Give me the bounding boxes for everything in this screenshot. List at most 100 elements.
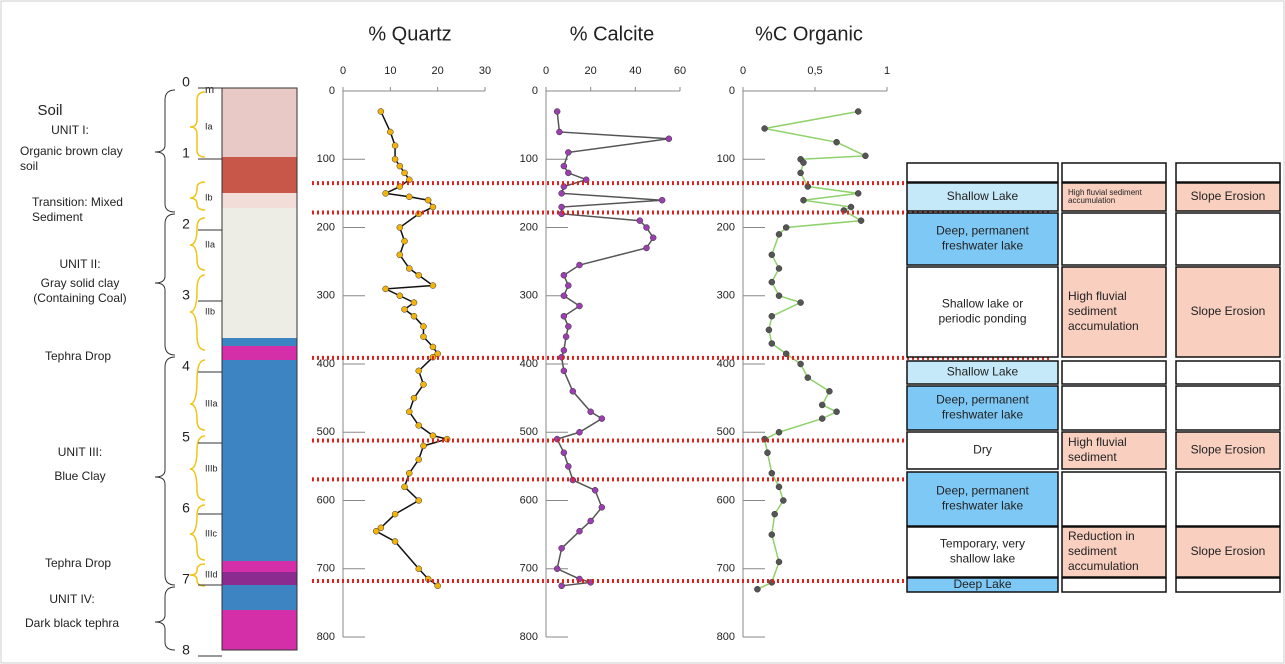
table-cell	[1061, 162, 1167, 183]
table-cell	[1175, 526, 1281, 578]
x-tick-label: 20	[432, 65, 444, 77]
sub-unit-braces	[189, 91, 206, 587]
sample-point	[562, 333, 570, 340]
table-text: periodic ponding	[938, 312, 1026, 326]
table-text: accumulation	[1068, 319, 1139, 333]
sample-point	[862, 152, 869, 160]
unit-description: Soil	[37, 102, 62, 119]
layer	[222, 572, 297, 585]
table-text: freshwater lake	[942, 408, 1024, 422]
sample-point	[429, 432, 437, 439]
y-tick-label: 700	[317, 563, 335, 575]
unit-description: Sediment	[32, 210, 83, 224]
sample-point	[565, 323, 572, 330]
sub-unit-label: Ia	[205, 121, 213, 131]
sample-point	[797, 360, 804, 368]
unit-description: UNIT I:	[51, 123, 89, 137]
sample-point	[415, 497, 422, 504]
sample-point	[424, 196, 432, 204]
sample-point	[818, 415, 826, 422]
sample-point	[598, 504, 606, 511]
y-tick-label: 0	[329, 85, 335, 97]
table-text: Temporary, very	[940, 537, 1025, 551]
sample-point	[800, 159, 807, 166]
layer	[222, 338, 297, 346]
unit-description: soil	[20, 159, 38, 173]
table-text: sediment	[1068, 544, 1117, 558]
layer	[222, 193, 297, 208]
table-cell	[1175, 577, 1281, 593]
sample-point	[558, 203, 565, 211]
sample-point	[377, 108, 385, 115]
y-tick-label: 200	[717, 221, 735, 233]
sample-point	[410, 394, 418, 402]
table-cell	[1175, 182, 1281, 212]
sample-point	[775, 292, 783, 299]
x-tick-label: 10	[384, 65, 396, 77]
y-tick-label: 100	[520, 153, 538, 165]
sample-point	[429, 203, 437, 211]
table-cell	[1175, 385, 1281, 431]
table-cell	[1175, 212, 1281, 266]
x-tick-label: 30	[479, 65, 491, 77]
depth-label: 0	[182, 74, 190, 90]
table-cell	[906, 577, 1059, 593]
table-text: freshwater lake	[942, 499, 1024, 513]
y-tick-label: 100	[317, 153, 335, 165]
sample-point	[401, 483, 408, 491]
layer	[222, 208, 297, 338]
y-tick-label: 600	[520, 494, 538, 506]
sample-point	[847, 203, 855, 211]
sample-point	[768, 469, 776, 477]
table-text: High fluvial sediment	[1068, 188, 1143, 197]
sample-point	[396, 224, 404, 231]
sample-point	[391, 142, 399, 149]
table-cell	[1061, 431, 1167, 470]
sample-point	[560, 449, 568, 456]
table-text: High fluvial	[1068, 289, 1127, 303]
table-text: Deep, permanent	[936, 484, 1029, 498]
sample-point	[415, 456, 422, 463]
y-tick-label: 400	[717, 358, 735, 370]
chart-title: %C Organic	[755, 23, 863, 45]
core-column	[154, 87, 298, 651]
brace	[154, 586, 176, 651]
sample-point	[800, 196, 807, 204]
sample-point	[415, 565, 422, 572]
table-text: accumulation	[1068, 196, 1115, 205]
sample-point	[576, 302, 583, 310]
sample-point	[775, 231, 783, 238]
depth-label: 5	[182, 429, 190, 445]
x-tick-label: 0	[543, 65, 549, 77]
sample-point	[415, 367, 422, 375]
sample-point	[775, 265, 783, 272]
chart-title: % Calcite	[570, 23, 654, 45]
sample-point	[429, 282, 437, 289]
brace	[154, 213, 176, 356]
layer	[222, 88, 297, 157]
sample-point	[775, 429, 783, 436]
layer	[222, 610, 297, 650]
unit-description: Tephra Drop	[45, 349, 111, 363]
sample-point	[391, 156, 399, 163]
table-cell	[1061, 526, 1167, 578]
y-tick-label: 400	[520, 358, 538, 370]
depth-label: 4	[182, 358, 190, 374]
sample-point	[410, 299, 418, 306]
layer	[222, 561, 297, 572]
x-tick-label: 1	[884, 65, 890, 77]
brace	[154, 89, 176, 213]
sample-point	[569, 388, 577, 395]
y-tick-label: 700	[717, 563, 735, 575]
table-cell	[1061, 385, 1167, 431]
y-tick-label: 300	[717, 290, 735, 302]
table-text: Reduction in	[1068, 529, 1135, 543]
y-tick-label: 300	[520, 290, 538, 302]
sample-point	[775, 558, 783, 566]
sample-point	[576, 429, 583, 436]
unit-description: (Containing Coal)	[33, 291, 126, 305]
y-tick-label: 800	[317, 631, 335, 643]
sub-unit-label: IIb	[205, 306, 215, 316]
sample-point	[558, 545, 565, 552]
sample-point	[560, 347, 568, 354]
